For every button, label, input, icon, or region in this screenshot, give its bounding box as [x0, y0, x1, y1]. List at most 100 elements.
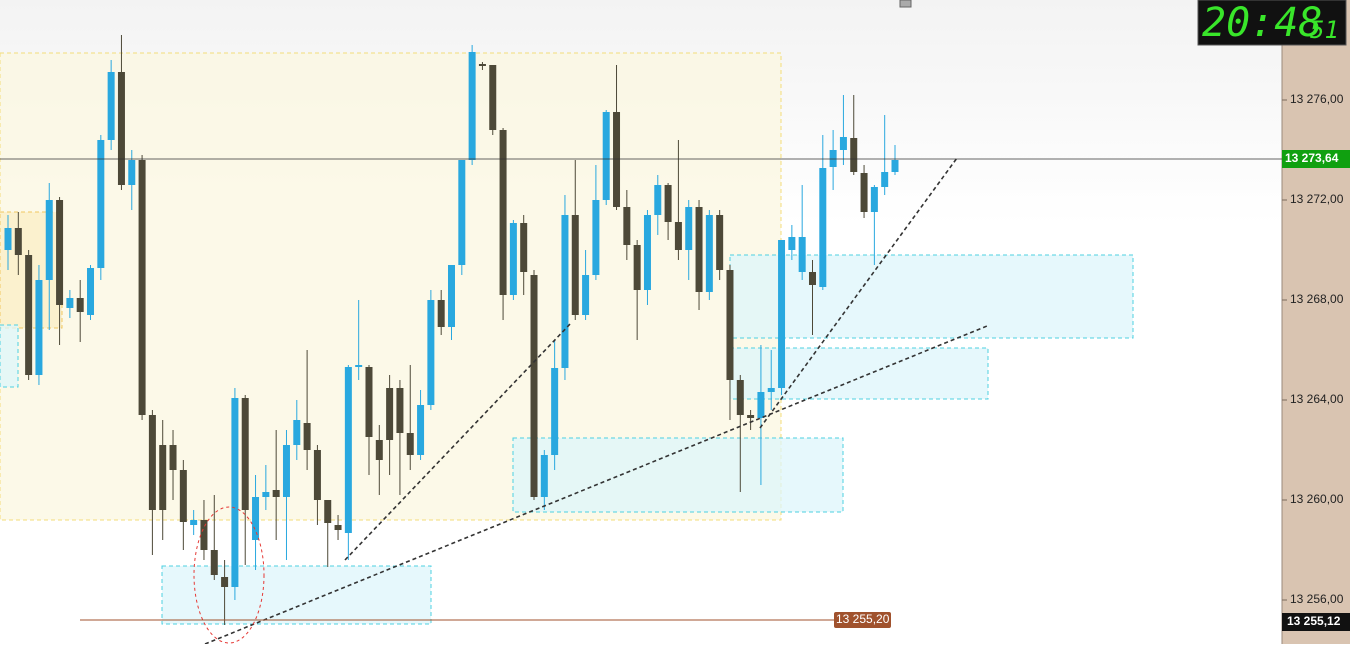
zone [512, 437, 844, 513]
candle-body [293, 420, 301, 445]
zone [0, 324, 19, 388]
candle-body [788, 237, 796, 250]
candle-body [509, 223, 517, 295]
candle-body [25, 255, 33, 375]
candle-body [241, 398, 249, 510]
clock-time: 20:48 [1202, 0, 1322, 46]
candle-body [437, 300, 445, 327]
candle-body [592, 200, 600, 275]
candle-body [520, 223, 528, 272]
candle-body [778, 240, 786, 388]
candle-body [850, 138, 858, 172]
candle-body [117, 72, 125, 185]
candle-body [654, 185, 662, 215]
candle-body [365, 367, 373, 437]
candle-body [221, 577, 229, 587]
candle-body [798, 237, 806, 272]
candle-body [159, 445, 167, 510]
candle-body [324, 500, 332, 523]
candle-body [14, 228, 22, 255]
candle-body [499, 130, 507, 295]
candle-body [674, 222, 682, 250]
candle-body [819, 168, 827, 287]
candle-body [736, 380, 744, 415]
candle-body [561, 215, 569, 368]
candle-body [489, 65, 497, 130]
y-tick-label: 13 260,00 [1290, 492, 1344, 506]
clock [1197, 0, 1347, 46]
candle-body [303, 423, 311, 450]
candle-body [76, 298, 84, 312]
level-label: 13 255,20 [836, 612, 890, 626]
candle-body [716, 215, 724, 270]
candle-body [179, 470, 187, 522]
candle-body [705, 215, 713, 292]
candle-body [757, 392, 765, 418]
candle-body [870, 187, 878, 212]
candle-body [396, 388, 404, 433]
candle-body [262, 492, 270, 497]
candle-body [138, 160, 146, 415]
candle-body [97, 140, 105, 268]
candle-body [375, 440, 383, 460]
candle-body [313, 450, 321, 500]
highlight-ellipse [193, 506, 265, 644]
candle-body [860, 173, 868, 212]
y-tick-label: 13 272,00 [1290, 192, 1344, 206]
candle-body [56, 200, 64, 305]
level-label-bg [834, 612, 891, 628]
candle-body [334, 525, 342, 530]
candle-body [35, 280, 43, 375]
cursor-price-bg [1282, 613, 1350, 631]
candle-body [128, 160, 136, 185]
candle-body [252, 497, 260, 540]
candle-body [169, 445, 177, 470]
y-tick-label: 13 264,00 [1290, 392, 1344, 406]
trend-line [204, 325, 988, 645]
candle-body [551, 368, 559, 455]
candle-body [190, 520, 198, 525]
candle-body [200, 520, 208, 550]
cursor-price-label: 13 255,12 [1287, 614, 1341, 628]
candle-body [107, 72, 115, 140]
candle-body [808, 272, 816, 285]
last-price-label: 13 273,64 [1285, 151, 1339, 165]
candle-body [643, 215, 651, 290]
axis-background [1282, 0, 1350, 644]
candle-body [210, 550, 218, 575]
candle-body [633, 245, 641, 290]
candle-body [458, 160, 466, 265]
candle-body [881, 172, 889, 187]
candle-body [685, 207, 693, 250]
candle-body [87, 268, 95, 315]
candle-body [148, 415, 156, 510]
y-tick-label: 13 276,00 [1290, 92, 1344, 106]
last-price-bg [1282, 150, 1350, 168]
candle-body [582, 275, 590, 315]
candle-body [406, 433, 414, 455]
candle-body [478, 64, 486, 66]
candle-body [4, 228, 12, 250]
candle-body [448, 265, 455, 327]
trend-line [344, 321, 573, 561]
candle-body [767, 388, 775, 392]
clock-seconds: 51 [1310, 16, 1339, 44]
candle-body [386, 388, 394, 440]
candle-body [891, 160, 899, 172]
candle-body [45, 200, 53, 280]
candle-body [282, 445, 290, 497]
candle-body [747, 415, 755, 418]
candle-body [355, 365, 363, 367]
candle-body [726, 270, 734, 380]
candle-body [231, 398, 239, 587]
candle-body [623, 207, 631, 245]
candle-body [839, 137, 847, 150]
candle-body [829, 150, 837, 167]
candle-body [540, 455, 548, 497]
y-tick-label: 13 256,00 [1290, 592, 1344, 606]
candle-body [468, 52, 476, 160]
candle-body [613, 112, 621, 207]
candle-body [427, 300, 435, 405]
